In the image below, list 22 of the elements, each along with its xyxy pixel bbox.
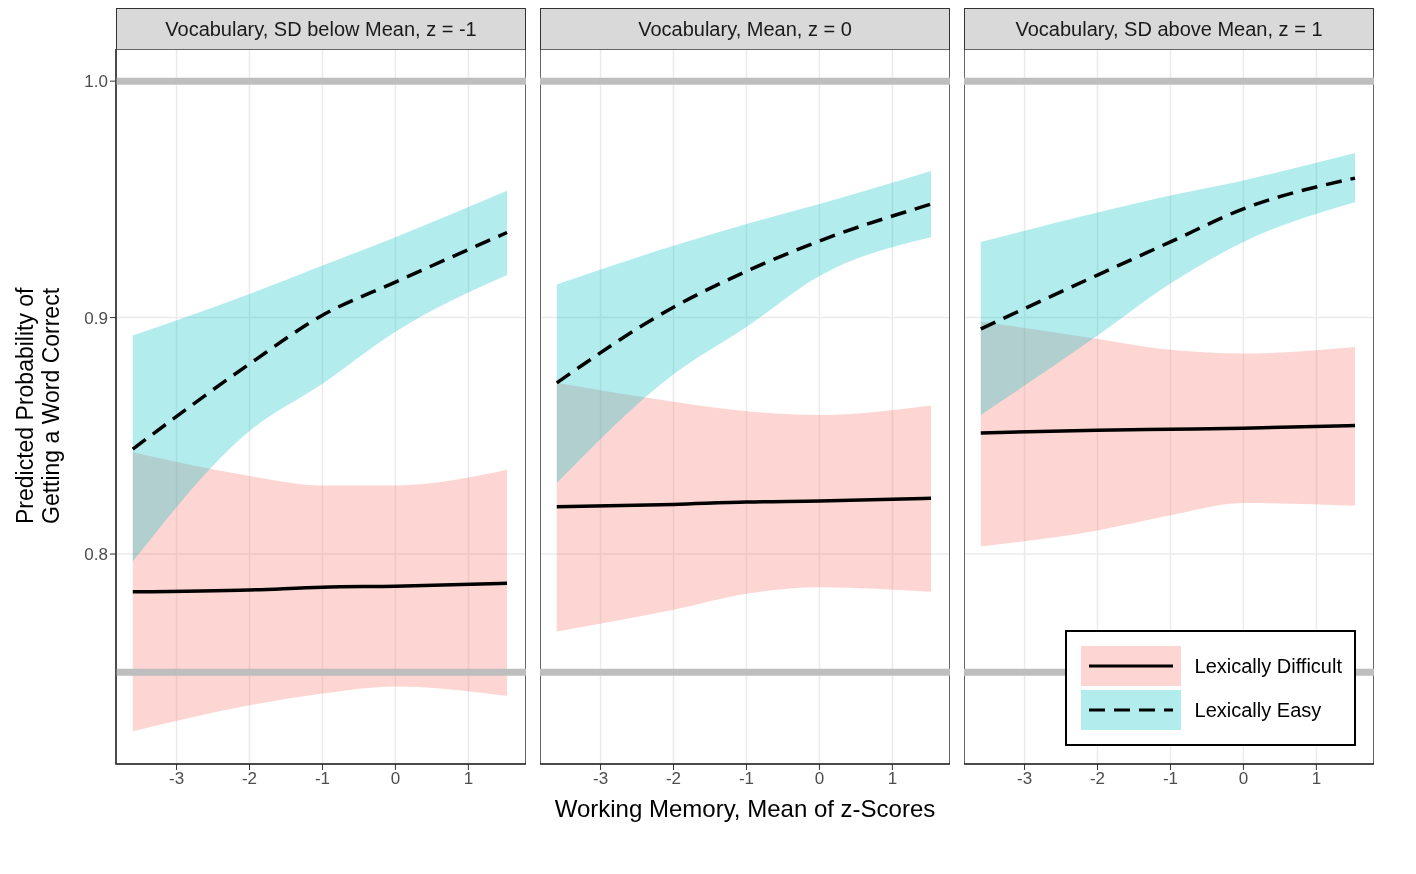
x-tick-label: -2	[1089, 769, 1106, 789]
x-tick-label: -1	[1162, 769, 1179, 789]
x-tick-label: -3	[168, 769, 185, 789]
x-tick-label: 0	[814, 769, 825, 789]
x-axis-title: Working Memory, Mean of z-Scores	[553, 795, 937, 823]
y-tick-label: 1.0	[84, 72, 108, 92]
x-tick-label: 1	[463, 769, 474, 789]
x-tick-label: 0	[390, 769, 401, 789]
x-tick-label: -1	[314, 769, 331, 789]
x-tick-label: 0	[1238, 769, 1249, 789]
x-tick-label: 1	[1311, 769, 1322, 789]
x-tick-label: -3	[1016, 769, 1033, 789]
y-tick-label: 0.8	[84, 545, 108, 565]
legend-label: Lexically Easy	[1194, 698, 1322, 722]
y-axis-title: Predicted Probability of Getting a Word Correct	[11, 286, 65, 526]
x-tick-label: -3	[592, 769, 609, 789]
x-tick-label: -2	[241, 769, 258, 789]
x-tick-label: -2	[665, 769, 682, 789]
y-tick-label: 0.9	[84, 308, 108, 328]
legend-label: Lexically Difficult	[1194, 654, 1342, 678]
x-tick-label: -1	[738, 769, 755, 789]
x-tick-label: 1	[887, 769, 898, 789]
